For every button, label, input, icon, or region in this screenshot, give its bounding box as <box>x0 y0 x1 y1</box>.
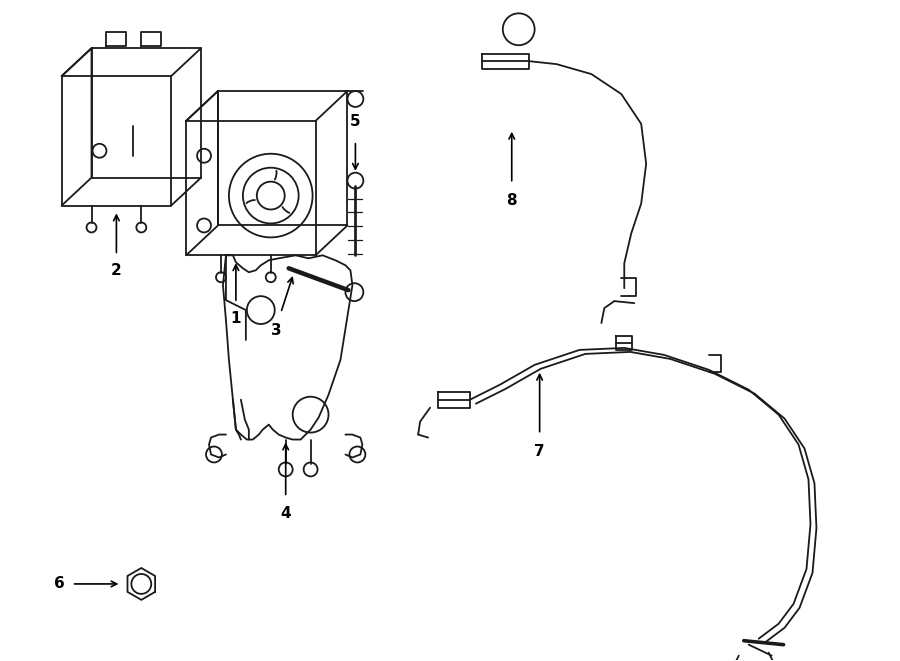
Text: 1: 1 <box>230 311 241 326</box>
Text: 2: 2 <box>111 263 122 278</box>
Text: 7: 7 <box>535 444 544 459</box>
Text: 3: 3 <box>272 323 282 338</box>
Text: 6: 6 <box>54 576 65 592</box>
Text: 4: 4 <box>281 506 291 521</box>
Text: 8: 8 <box>507 193 517 208</box>
Text: 5: 5 <box>350 114 361 129</box>
